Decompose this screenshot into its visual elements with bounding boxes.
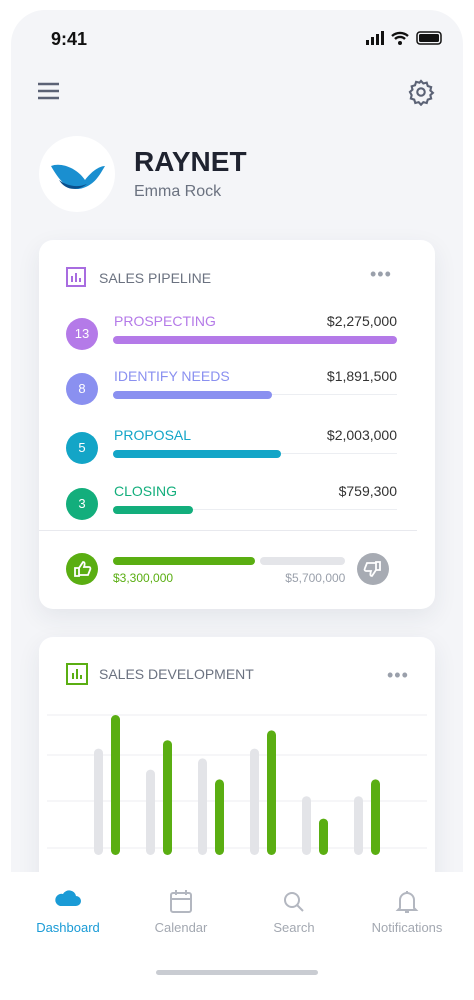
- stage-amount: $1,891,500: [326, 368, 397, 384]
- won-amount: $3,300,000: [113, 571, 174, 585]
- nav-item[interactable]: Search: [273, 920, 315, 935]
- won-bar: [113, 557, 255, 565]
- stage-amount: $2,003,000: [326, 427, 397, 443]
- divider: [39, 530, 417, 531]
- nav-item[interactable]: Notifications: [371, 920, 443, 935]
- settings-button[interactable]: [407, 78, 435, 106]
- development-icon: [66, 663, 88, 685]
- stage-amount: $2,275,000: [326, 313, 397, 329]
- pipeline-icon: [66, 267, 86, 287]
- stage-track: [113, 509, 397, 510]
- nav-icon: [52, 886, 84, 918]
- stage-bar: [113, 391, 273, 399]
- nav-icon-graphic: [395, 891, 419, 913]
- bar: [146, 769, 155, 855]
- time: 9:41: [51, 29, 88, 49]
- bar: [319, 818, 328, 855]
- company-name: RAYNET: [134, 146, 247, 177]
- stage-bar: [113, 336, 397, 344]
- bar: [163, 740, 172, 855]
- bar: [215, 779, 224, 855]
- nav-item[interactable]: Dashboard: [36, 920, 100, 935]
- more-button[interactable]: •••: [370, 264, 392, 284]
- nav-icon-graphic: [284, 892, 304, 912]
- stage-name: PROPOSAL: [114, 427, 192, 443]
- menu-button[interactable]: [37, 82, 61, 100]
- stage-count: 8: [66, 373, 98, 405]
- stage-name: IDENTIFY NEEDS: [114, 368, 230, 384]
- stage-name: PROSPECTING: [114, 313, 216, 329]
- stage-count: 13: [66, 318, 98, 350]
- nav-icon-graphic: [55, 890, 81, 906]
- nav-icon-graphic: [170, 890, 192, 913]
- won-icon: [66, 553, 98, 585]
- nav-icon: [278, 886, 310, 918]
- pipeline-card: SALES PIPELINE ••• 13 PROSPECTING $2,275,0…: [39, 240, 435, 609]
- bar: [371, 779, 380, 855]
- nav-icon: [165, 886, 197, 918]
- pipeline-title: SALES PIPELINE: [99, 270, 212, 286]
- lost-icon: [357, 553, 389, 585]
- bar: [198, 758, 207, 855]
- lost-bar: [259, 557, 346, 565]
- bar: [354, 796, 363, 855]
- more-button[interactable]: •••: [387, 665, 409, 685]
- nav-item[interactable]: Calendar: [154, 920, 208, 935]
- avatar: [39, 136, 115, 212]
- lost-amount: $5,700,000: [285, 571, 346, 585]
- stage-bar: [113, 506, 193, 514]
- home-indicator: [156, 970, 318, 975]
- bar: [302, 796, 311, 855]
- development-title: SALES DEVELOPMENT: [99, 666, 254, 682]
- stage-count: 5: [66, 432, 98, 464]
- stage-bar: [113, 450, 281, 458]
- bar: [267, 730, 276, 855]
- stage-amount: $759,300: [338, 483, 397, 499]
- bar: [250, 748, 259, 855]
- status-icons: [366, 31, 442, 45]
- bar: [94, 748, 103, 855]
- bar: [111, 715, 120, 855]
- nav-icon: [391, 886, 423, 918]
- bottom-nav: Dashboard Calendar Search Notifications: [11, 872, 463, 1000]
- stage-name: CLOSING: [114, 483, 178, 499]
- development-chart: [47, 714, 427, 855]
- user-name: Emma Rock: [134, 183, 222, 200]
- stage-count: 3: [66, 488, 98, 520]
